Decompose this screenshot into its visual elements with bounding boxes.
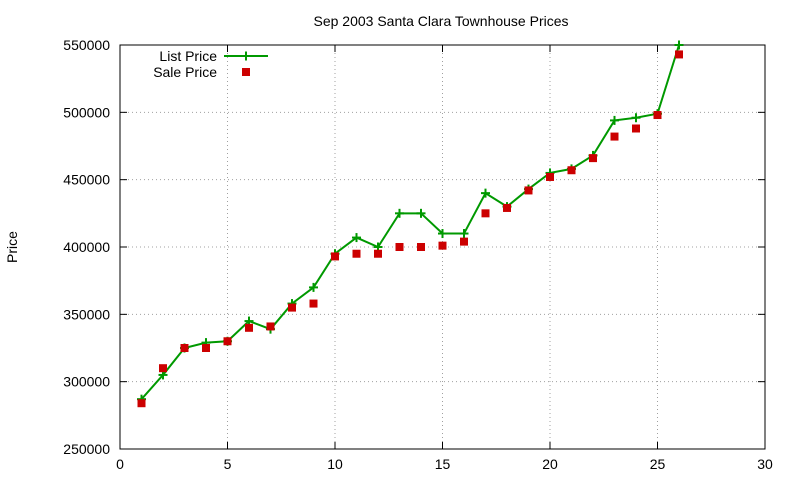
list-price-point xyxy=(481,188,490,198)
sale-price-point xyxy=(675,50,683,59)
x-tick-label: 30 xyxy=(757,456,773,472)
sale-price-point xyxy=(374,249,382,258)
sale-price-point xyxy=(610,132,619,141)
x-tick-label: 25 xyxy=(650,456,666,472)
series-sale-price xyxy=(137,50,683,408)
sale-price-point xyxy=(460,237,468,246)
list-price-point xyxy=(459,229,469,239)
list-price-point xyxy=(395,208,404,218)
y-tick-label: 250000 xyxy=(63,441,110,457)
sale-price-point xyxy=(202,344,210,352)
sale-price-point xyxy=(331,252,339,261)
series xyxy=(137,40,684,408)
list-price-point xyxy=(674,40,684,50)
sale-price-point xyxy=(653,111,662,120)
sale-price-point xyxy=(137,399,146,408)
sale-price-point xyxy=(589,154,597,163)
sale-price-point xyxy=(288,303,296,312)
list-price-point xyxy=(610,115,619,125)
x-tick-label: 15 xyxy=(435,456,451,472)
sale-price-point xyxy=(159,364,167,373)
list-price-point xyxy=(631,113,641,123)
list-price-point xyxy=(309,282,318,292)
y-tick-label: 350000 xyxy=(63,306,110,322)
list-price-point xyxy=(352,233,361,243)
sale-price-point xyxy=(245,323,253,332)
sale-price-point xyxy=(524,186,533,195)
list-price-point xyxy=(438,229,447,239)
sale-price-point xyxy=(632,124,640,133)
x-tick-label: 0 xyxy=(116,456,124,472)
y-tick-label: 550000 xyxy=(63,37,110,53)
sale-price-point xyxy=(438,241,447,250)
y-tick-label: 300000 xyxy=(63,374,110,390)
sale-price-point xyxy=(503,203,511,212)
x-tick-label: 10 xyxy=(327,456,343,472)
sale-price-point xyxy=(481,209,490,218)
legend-marker xyxy=(242,68,250,76)
sale-price-point xyxy=(223,337,232,346)
y-tick-label: 500000 xyxy=(63,104,110,120)
grid-lines xyxy=(120,45,765,449)
sale-price-point xyxy=(395,243,404,251)
y-tick-label: 450000 xyxy=(63,172,110,188)
sale-price-point xyxy=(546,172,554,181)
sale-price-point xyxy=(180,344,189,352)
y-axis-label: Price xyxy=(4,231,20,263)
sale-price-point xyxy=(352,249,361,258)
axes: 0 5 10 15 20 25 30 250000 300000 350000 400000 4500… xyxy=(63,37,773,472)
legend-marker xyxy=(241,51,251,61)
list-price-point xyxy=(416,208,426,218)
sale-price-point xyxy=(567,166,576,175)
series-list-price xyxy=(137,40,684,404)
x-tick-label: 20 xyxy=(542,456,558,472)
x-tick-label: 5 xyxy=(224,456,232,472)
legend-label: List Price xyxy=(159,48,217,64)
legend-label: Sale Price xyxy=(153,64,217,80)
sale-price-point xyxy=(309,299,318,308)
list-price-line xyxy=(140,44,680,400)
y-tick-label: 400000 xyxy=(63,239,110,255)
sale-price-point xyxy=(266,322,275,331)
chart-title: Sep 2003 Santa Clara Townhouse Prices xyxy=(313,13,568,29)
sale-price-point xyxy=(417,243,425,251)
